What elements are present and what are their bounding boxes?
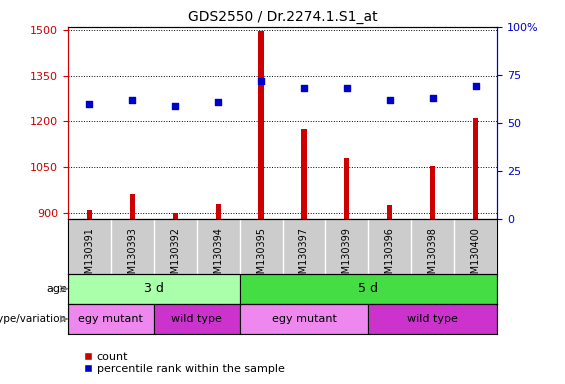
Point <box>214 99 223 105</box>
Text: GSM130392: GSM130392 <box>170 227 180 286</box>
Legend: count, percentile rank within the sample: count, percentile rank within the sample <box>79 348 289 379</box>
Title: GDS2550 / Dr.2274.1.S1_at: GDS2550 / Dr.2274.1.S1_at <box>188 10 377 25</box>
Text: GSM130395: GSM130395 <box>256 227 266 286</box>
Point <box>85 101 94 107</box>
Text: wild type: wild type <box>407 314 458 324</box>
Text: GSM130398: GSM130398 <box>428 227 438 286</box>
Point <box>471 83 480 89</box>
Bar <box>68 304 154 334</box>
Bar <box>129 195 135 219</box>
Text: GSM130394: GSM130394 <box>213 227 223 286</box>
Bar <box>368 304 497 334</box>
Bar <box>258 31 264 219</box>
Bar <box>86 210 92 219</box>
Bar <box>301 129 307 219</box>
Point <box>257 78 266 84</box>
Text: genotype/variation: genotype/variation <box>0 314 67 324</box>
Point <box>342 85 351 91</box>
Bar <box>240 304 368 334</box>
Text: egy mutant: egy mutant <box>79 314 143 324</box>
Text: 3 d: 3 d <box>144 282 164 295</box>
Bar <box>344 158 350 219</box>
Text: GSM130396: GSM130396 <box>385 227 395 286</box>
Bar <box>430 166 436 219</box>
Bar <box>68 274 240 304</box>
Bar <box>473 118 479 219</box>
Text: GSM130400: GSM130400 <box>471 227 481 286</box>
Point <box>299 85 308 91</box>
Text: GSM130391: GSM130391 <box>84 227 94 286</box>
Text: GSM130399: GSM130399 <box>342 227 352 286</box>
Bar <box>240 274 497 304</box>
Text: egy mutant: egy mutant <box>272 314 336 324</box>
Text: age: age <box>46 284 67 294</box>
Bar <box>387 205 393 219</box>
Point <box>428 95 437 101</box>
Text: 5 d: 5 d <box>358 282 379 295</box>
Bar <box>215 204 221 219</box>
Point <box>385 97 394 103</box>
Text: wild type: wild type <box>171 314 222 324</box>
Bar <box>172 213 178 219</box>
Bar <box>154 304 240 334</box>
Text: GSM130397: GSM130397 <box>299 227 309 286</box>
Point <box>128 97 137 103</box>
Text: GSM130393: GSM130393 <box>127 227 137 286</box>
Point <box>171 103 180 109</box>
